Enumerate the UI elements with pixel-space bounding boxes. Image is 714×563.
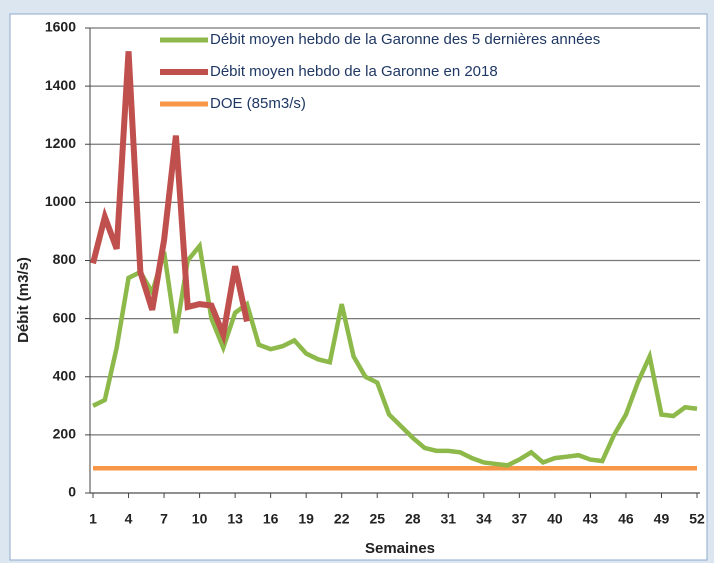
y-tick-label: 200 bbox=[53, 426, 77, 442]
x-tick-label: 43 bbox=[583, 511, 599, 527]
y-tick-label: 600 bbox=[53, 309, 77, 325]
y-axis-label: Débit (m3/s) bbox=[15, 257, 32, 343]
x-tick-label: 16 bbox=[263, 511, 279, 527]
x-tick-label: 22 bbox=[334, 511, 350, 527]
x-tick-label: 34 bbox=[476, 511, 492, 527]
series-line bbox=[90, 51, 250, 346]
y-tick-label: 400 bbox=[53, 367, 77, 383]
x-tick-label: 52 bbox=[689, 511, 705, 527]
series-line bbox=[92, 240, 698, 468]
y-tick-label: 1000 bbox=[45, 193, 76, 209]
x-tick-label: 37 bbox=[512, 511, 528, 527]
y-tick-label: 1400 bbox=[45, 77, 76, 93]
x-tick-label: 46 bbox=[618, 511, 634, 527]
x-axis-label: Semaines bbox=[365, 540, 435, 557]
x-tick-label: 10 bbox=[192, 511, 208, 527]
y-tick-label: 800 bbox=[53, 251, 77, 267]
x-tick-label: 13 bbox=[227, 511, 243, 527]
x-tick-label: 7 bbox=[160, 511, 168, 527]
x-tick-label: 1 bbox=[89, 511, 97, 527]
legend-label: Débit moyen hebdo de la Garonne en 2018 bbox=[210, 63, 498, 80]
x-tick-label: 19 bbox=[298, 511, 314, 527]
chart-area bbox=[9, 13, 708, 561]
legend-label: DOE (85m3/s) bbox=[210, 95, 306, 112]
legend-label: Débit moyen hebdo de la Garonne des 5 de… bbox=[210, 31, 600, 48]
x-tick-label: 31 bbox=[441, 511, 457, 527]
x-tick-label: 4 bbox=[125, 511, 133, 527]
x-tick-label: 28 bbox=[405, 511, 421, 527]
y-tick-label: 1600 bbox=[45, 19, 76, 35]
y-tick-label: 1200 bbox=[45, 135, 76, 151]
x-tick-label: 40 bbox=[547, 511, 563, 527]
x-tick-label: 49 bbox=[654, 511, 670, 527]
x-tick-label: 25 bbox=[369, 511, 385, 527]
y-tick-label: 0 bbox=[68, 484, 76, 500]
